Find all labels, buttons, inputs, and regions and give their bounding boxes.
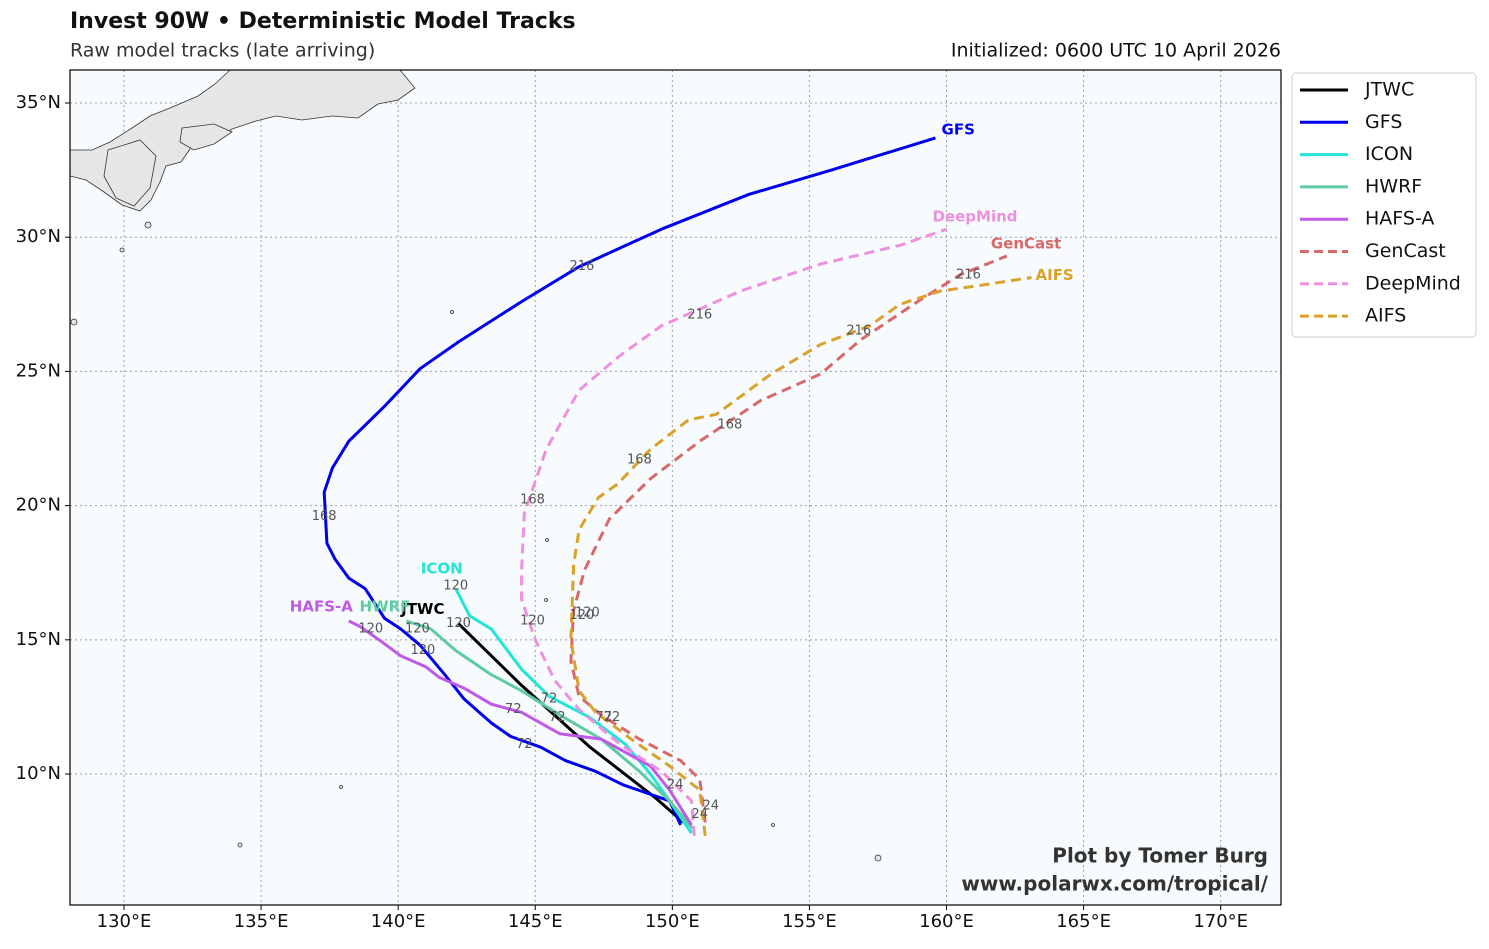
x-tick-label: 140°E [371,911,426,932]
x-tick-label: 150°E [645,911,700,932]
track-end-label: JTWC [400,600,444,618]
island [119,247,125,253]
legend-label: GenCast [1365,240,1446,262]
forecast-hour-label: 168 [718,418,743,433]
legend-label: DeepMind [1365,272,1461,294]
forecast-hour-label: 24 [667,777,684,792]
y-tick-label: 10°N [16,763,61,784]
island [545,538,549,542]
forecast-hour-label: 120 [405,622,430,637]
x-tick-label: 130°E [97,911,152,932]
forecast-hour-label: 216 [846,324,871,339]
track-end-label: ICON [421,559,463,577]
track-end-label: HAFS-A [290,598,353,616]
map-background [70,70,1281,905]
x-tick-label: 145°E [508,911,563,932]
land [69,69,882,862]
track [348,619,693,826]
forecast-hour-label: 216 [569,259,594,274]
track-end-label: DeepMind [933,208,1018,226]
island [450,310,454,314]
legend-label: HAFS-A [1365,208,1434,230]
island [771,823,775,827]
forecast-hour-label: 168 [520,493,545,508]
forecast-hour-label: 216 [956,267,981,282]
legend-label: JTWC [1364,79,1414,101]
legend-label: ICON [1365,143,1413,165]
x-tick-label: 165°E [1056,911,1111,932]
y-tick-label: 15°N [16,629,61,650]
x-tick-label: 135°E [234,911,289,932]
island [874,854,882,862]
y-tick-label: 30°N [16,226,61,247]
island [339,785,343,789]
forecast-hour-label: 168 [312,509,337,524]
title: Invest 90W • Deterministic Model Tracks [70,9,576,34]
init-time: Initialized: 0600 UTC 10 April 2026 [951,40,1281,62]
forecast-hour-label: 72 [596,710,613,725]
forecast-hour-label: 120 [358,622,383,637]
legend: JTWC GFS ICON HWRF HAFS-A GenCast DeepMind AIFS [1300,79,1461,327]
track [454,588,693,834]
x-tick-label: 155°E [782,911,837,932]
y-tick-label: 20°N [16,495,61,516]
forecast-hour-label: 216 [687,308,712,323]
island [237,842,243,848]
forecast-hour-label: 120 [410,643,435,658]
track [569,276,1032,836]
forecast-hour-label: 24 [702,799,719,814]
forecast-hour-label: 120 [575,605,600,620]
track-end-label: GFS [942,120,975,138]
track-end-label: GenCast [991,235,1061,253]
x-tick-label: 160°E [919,911,974,932]
track [322,136,936,826]
forecast-hour-label: 120 [569,608,594,623]
kyushu [103,139,157,207]
legend-label: GFS [1365,111,1402,133]
forecast-hour-label: 72 [541,691,558,706]
credit: Plot by Tomer Burg [1052,844,1268,868]
forecast-hour-label: 168 [627,452,652,467]
y-tick-label: 35°N [16,92,61,113]
shikoku [179,123,233,151]
map-frame [69,69,1282,906]
track-end-label: HWRF [359,598,410,616]
legend-label: HWRF [1365,175,1422,197]
island [70,318,78,326]
legend-box [1291,72,1477,338]
track [520,227,947,836]
japan [69,69,416,212]
legend-label: AIFS [1365,305,1406,327]
forecast-hour-label: 120 [443,579,468,594]
forecast-hour-label: 72 [604,710,621,725]
island [144,221,152,229]
x-tick-label: 170°E [1193,911,1248,932]
y-tick-label: 25°N [16,360,61,381]
island [544,598,548,602]
subtitle: Raw model tracks (late arriving) [70,40,375,62]
track [457,622,685,824]
forecast-hour-label: 24 [691,807,708,822]
forecast-hour-label: 120 [520,614,545,629]
forecast-hour-label: 72 [505,702,522,717]
track [405,619,696,832]
credit-url: www.polarwx.com/tropical/ [961,872,1268,896]
forecast-hour-label: 72 [549,710,566,725]
tracks: JTWC GFS ICON HWRF HAFS-A GenCast DeepMind AIFS… [290,120,1074,836]
forecast-hour-label: 72 [516,737,533,752]
track-end-label: AIFS [1036,266,1074,284]
grid [70,70,1281,905]
forecast-hour-label: 120 [446,616,471,631]
